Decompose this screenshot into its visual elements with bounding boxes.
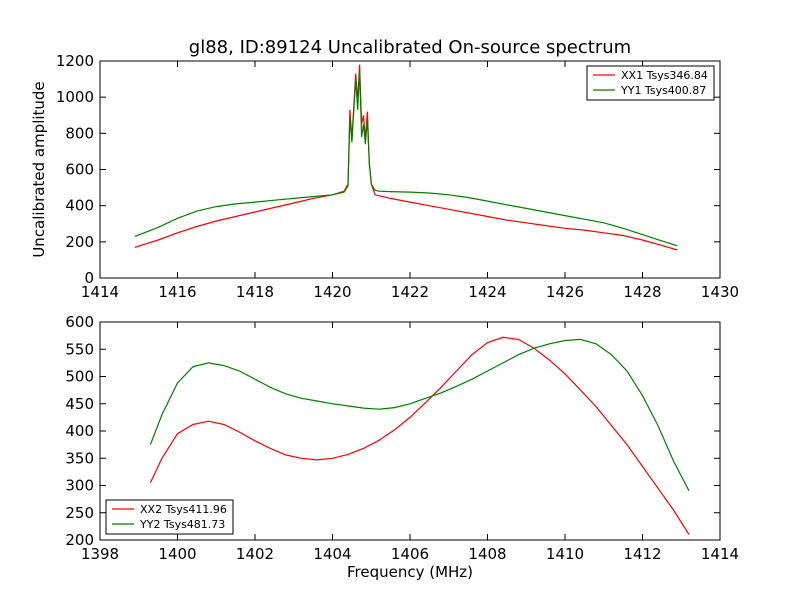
plot-2: 1398 1400 1402 1404 1406 1408 1410 1412 1414 200 2… [65,313,739,581]
plot-1: 1414 1416 1418 1420 1422 1424 1426 1428 1430 0 200… [30,52,739,301]
y-tick-label: 400 [65,197,94,215]
y-tick-label: 450 [65,395,94,413]
y-tick-label: 250 [65,504,94,522]
x-tick-label: 1412 [623,545,661,563]
legend-box [105,499,234,535]
y-tick-label: 600 [65,313,94,331]
legend-entry: XX2 Tsys411.96 [140,503,227,516]
series-line-1-2 [134,69,678,247]
x-tick-label: 1430 [701,283,739,301]
figure-title: gl88, ID:89124 Uncalibrated On-source sp… [189,37,631,58]
x-tick-label: 1424 [468,283,506,301]
legend: XX2 Tsys411.96 YY2 Tsys481.73 [105,499,234,535]
y-tick-label: 600 [65,161,94,179]
x-tick-label: 1406 [391,545,429,563]
x-tick-label: 1414 [701,545,739,563]
y-tick-label: 350 [65,449,94,467]
y-tick-label: 1000 [56,88,94,106]
y-tick-label: 1200 [56,52,94,70]
legend-entry: XX1 Tsys346.84 [621,69,708,82]
x-tick-label: 1400 [158,545,196,563]
x-tick-label: 1408 [468,545,506,563]
y-axis-label: Uncalibrated amplitude [30,81,48,257]
x-tick-label: 1416 [158,283,196,301]
y-tick-label: 300 [65,477,94,495]
x-tick-label: 1402 [236,545,274,563]
y-tick-label: 400 [65,422,94,440]
series-line-2-1 [149,336,690,535]
x-tick-label: 1404 [313,545,351,563]
x-tick-label: 1422 [391,283,429,301]
x-tick-label: 1410 [546,545,584,563]
legend-box [586,65,715,101]
legend-entry: YY1 Tsys400.87 [620,84,706,97]
y-tick-label: 0 [84,269,94,287]
legend-entry: YY2 Tsys481.73 [139,518,225,531]
x-tick-label: 1414 [81,283,119,301]
y-tick-label: 200 [65,531,94,549]
y-tick-label: 800 [65,124,94,142]
x-tick-label: 1420 [313,283,351,301]
legend: XX1 Tsys346.84 YY1 Tsys400.87 [586,65,715,101]
x-tick-label: 1426 [546,283,584,301]
x-tick-label: 1428 [623,283,661,301]
y-tick-label: 200 [65,233,94,251]
x-tick-label: 1398 [81,545,119,563]
x-axis-label: Frequency (MHz) [347,563,473,581]
y-tick-label: 500 [65,368,94,386]
series-line-2-2 [149,338,690,492]
x-tick-label: 1418 [236,283,274,301]
y-tick-label: 550 [65,340,94,358]
